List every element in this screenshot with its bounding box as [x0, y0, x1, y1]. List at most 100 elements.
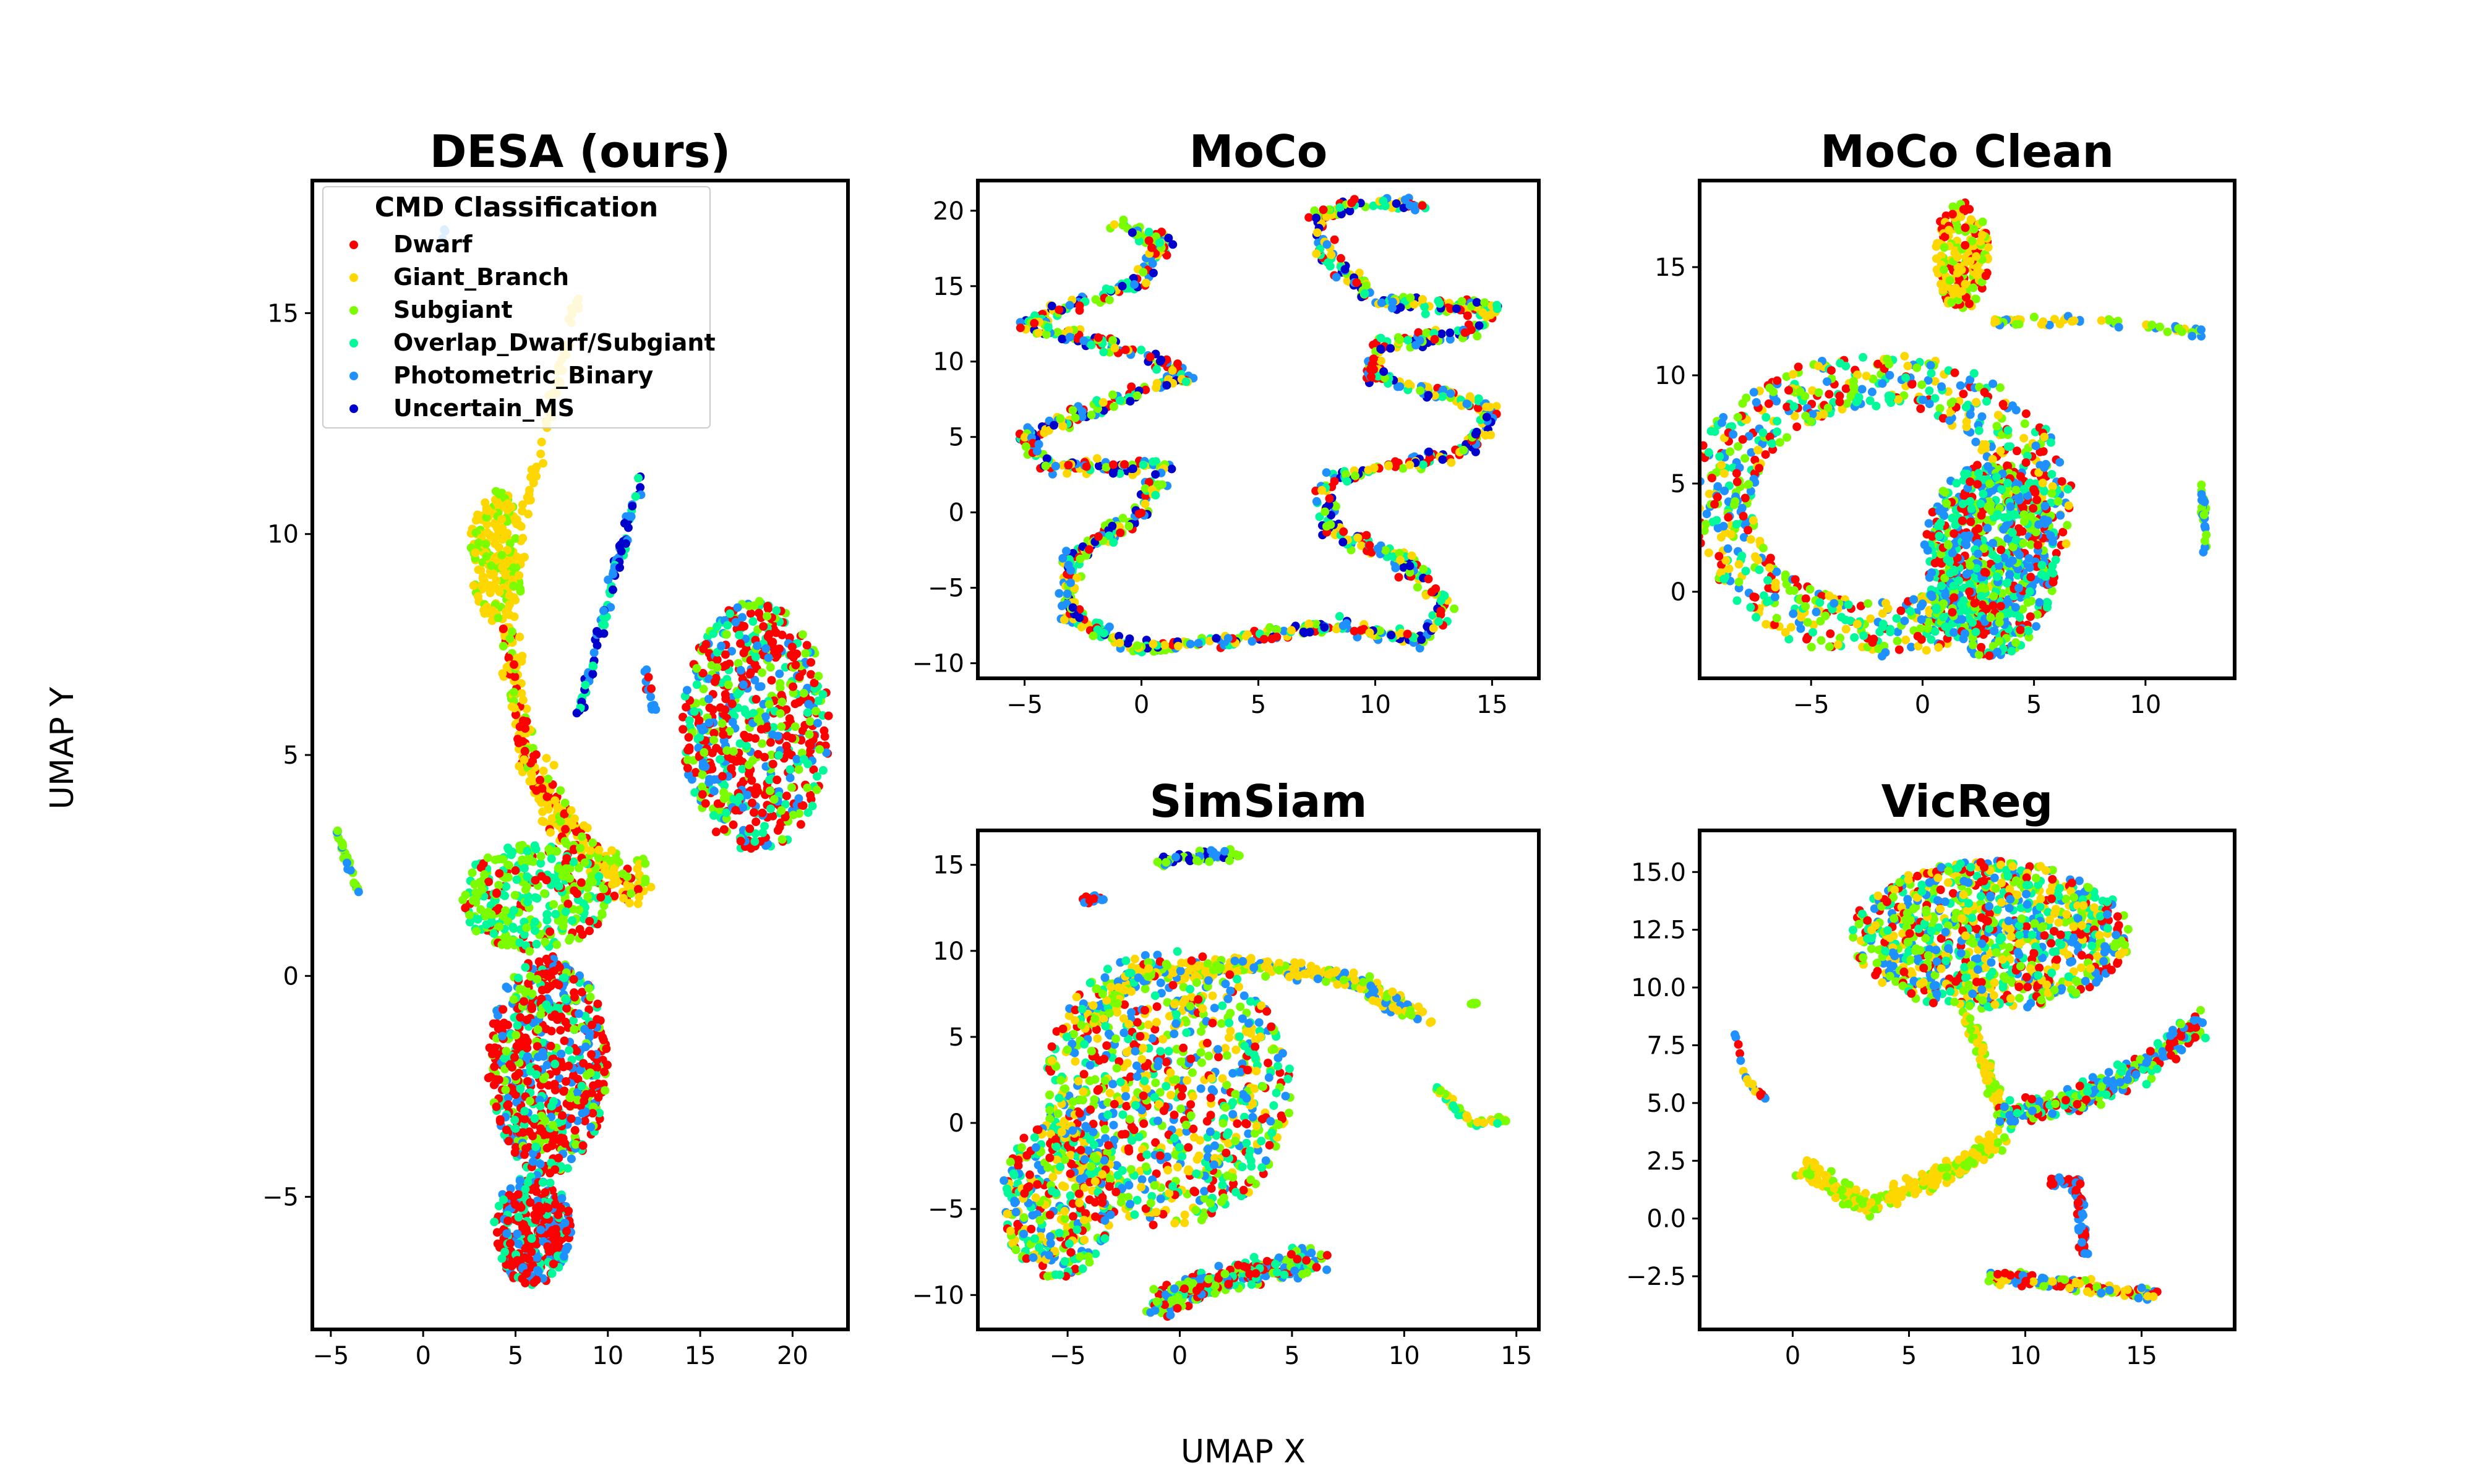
data-point: [751, 817, 761, 827]
data-point: [534, 795, 544, 804]
data-point: [719, 730, 728, 739]
data-point: [635, 892, 644, 902]
data-point: [569, 1071, 578, 1080]
data-point: [1814, 362, 1823, 371]
data-point: [1151, 490, 1160, 500]
data-point: [609, 866, 618, 875]
data-point: [723, 621, 732, 630]
data-point: [738, 764, 747, 774]
data-point: [1356, 626, 1366, 635]
data-point: [526, 1067, 535, 1076]
data-point: [1720, 486, 1729, 495]
data-point: [574, 863, 583, 872]
data-point: [1925, 399, 1934, 409]
data-point: [1065, 333, 1074, 342]
data-point: [1980, 388, 1989, 397]
data-point: [1120, 460, 1129, 469]
data-point: [1149, 268, 1158, 278]
data-point: [1109, 538, 1118, 547]
data-point: [552, 940, 562, 949]
data-point: [1406, 293, 1415, 302]
data-point: [552, 1067, 561, 1076]
data-point: [1900, 352, 1909, 360]
data-point: [465, 910, 474, 919]
data-point: [1419, 565, 1428, 574]
data-point: [1032, 446, 1042, 456]
data-point: [1332, 625, 1341, 634]
data-point: [785, 774, 795, 783]
data-point: [522, 704, 531, 714]
data-point: [499, 642, 508, 650]
data-point: [798, 801, 808, 810]
data-point: [563, 899, 573, 908]
data-point: [777, 691, 786, 700]
data-point: [1068, 603, 1077, 612]
data-point: [790, 699, 800, 709]
data-point: [473, 592, 482, 601]
data-point: [505, 600, 514, 609]
data-point: [1988, 379, 1998, 388]
data-point: [588, 670, 597, 679]
data-point: [628, 501, 637, 511]
data-point: [500, 891, 510, 900]
data-point: [1077, 412, 1087, 422]
data-point: [2055, 458, 2065, 467]
data-point: [1369, 463, 1379, 472]
data-point: [623, 872, 632, 881]
data-point: [764, 629, 774, 639]
data-point: [740, 730, 749, 740]
data-point: [739, 649, 748, 658]
data-point: [606, 856, 615, 866]
data-point: [1415, 336, 1424, 345]
data-point: [1843, 399, 1851, 408]
data-point: [1392, 199, 1401, 208]
data-point: [1445, 328, 1455, 338]
data-point: [1305, 628, 1314, 637]
data-point: [480, 870, 489, 879]
data-point: [1137, 346, 1145, 354]
data-point: [1924, 624, 1933, 633]
data-point: [1764, 399, 1773, 408]
data-point: [599, 606, 608, 615]
data-point: [573, 1088, 582, 1097]
data-point: [790, 722, 800, 731]
data-point: [1415, 644, 1424, 653]
data-point: [1157, 356, 1166, 364]
data-point: [588, 1020, 597, 1030]
data-point: [1043, 323, 1053, 332]
data-point: [509, 924, 518, 933]
data-point: [1762, 597, 1771, 607]
data-point: [523, 846, 532, 856]
data-point: [486, 570, 495, 579]
data-point: [1841, 362, 1851, 371]
data-point: [1710, 427, 1719, 437]
data-point: [593, 641, 602, 650]
data-point: [510, 612, 519, 621]
data-point: [521, 1243, 530, 1253]
data-point: [692, 664, 701, 673]
data-point: [1144, 236, 1154, 245]
data-point: [1738, 399, 1747, 408]
data-point: [537, 817, 547, 825]
data-point: [542, 916, 552, 925]
data-point: [546, 1041, 555, 1051]
data-point: [536, 851, 546, 861]
data-point: [1862, 372, 1871, 381]
data-point: [1438, 455, 1447, 464]
data-point: [1747, 448, 1756, 457]
x-tick-label: −5: [312, 1342, 349, 1370]
data-point: [1089, 631, 1098, 641]
data-point: [1906, 607, 1915, 616]
data-point: [1071, 413, 1080, 422]
data-point: [524, 510, 533, 519]
data-point: [482, 552, 491, 561]
data-point: [822, 748, 831, 757]
data-point: [1854, 393, 1864, 402]
data-point: [634, 474, 643, 483]
data-point: [1396, 555, 1405, 565]
data-point: [524, 979, 533, 988]
data-point: [569, 1016, 578, 1025]
data-point: [547, 1158, 556, 1167]
data-point: [497, 1254, 507, 1263]
data-point: [564, 1061, 573, 1070]
